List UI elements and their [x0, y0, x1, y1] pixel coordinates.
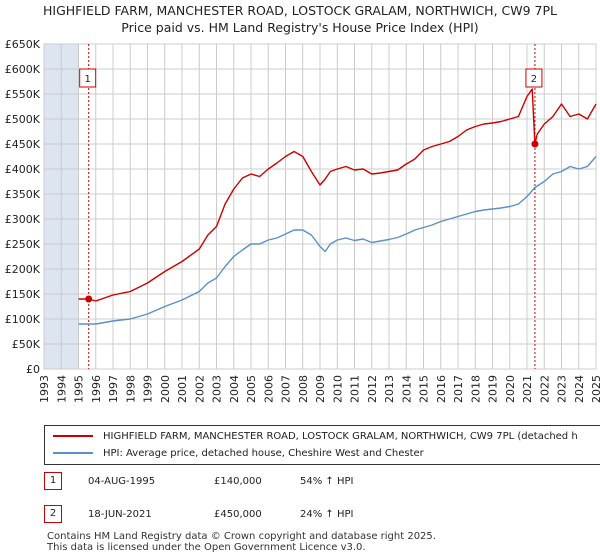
title-line-1: HIGHFIELD FARM, MANCHESTER ROAD, LOSTOCK… — [43, 3, 557, 18]
x-tick-label: 1994 — [55, 375, 68, 403]
y-tick-label: £50K — [12, 338, 41, 351]
legend-swatch-hpi — [53, 452, 93, 454]
chart-title: HIGHFIELD FARM, MANCHESTER ROAD, LOSTOCK… — [0, 2, 600, 36]
transaction-price: £140,000 — [214, 476, 262, 487]
y-tick-label: £100K — [5, 313, 41, 326]
transaction-hpi-diff: 54% ↑ HPI — [300, 476, 354, 487]
legend: HIGHFIELD FARM, MANCHESTER ROAD, LOSTOCK… — [44, 425, 600, 465]
x-tick-label: 2022 — [538, 375, 551, 403]
x-tick-label: 2014 — [400, 375, 413, 403]
marker-label: 2 — [531, 74, 537, 85]
property-series-line — [78, 88, 597, 302]
x-tick-label: 2013 — [383, 375, 396, 403]
y-tick-label: £150K — [5, 288, 41, 301]
transaction-hpi-diff: 24% ↑ HPI — [300, 509, 354, 520]
x-tick-label: 2024 — [573, 375, 586, 403]
price-chart: £0 £50K £100K £150K £200K £250K £300K £350K £400… — [5, 38, 600, 403]
x-tick-label: 2004 — [228, 375, 241, 403]
x-tick-label: 2007 — [280, 375, 293, 403]
transaction-date: 18-JUN-2021 — [88, 509, 152, 520]
x-tick-label: 2002 — [193, 375, 206, 403]
y-tick-label: £600K — [5, 63, 41, 76]
x-tick-label: 2017 — [452, 375, 465, 403]
transaction-row: 2 18-JUN-2021 £450,000 24% ↑ HPI — [0, 505, 600, 525]
y-tick-label: £450K — [5, 138, 41, 151]
x-tick-label: 2023 — [556, 375, 569, 403]
legend-label-hpi: HPI: Average price, detached house, Ches… — [103, 448, 424, 459]
transaction-number: 2 — [44, 505, 62, 523]
y-tick-label: £200K — [5, 263, 41, 276]
legend-item-property: HIGHFIELD FARM, MANCHESTER ROAD, LOSTOCK… — [53, 429, 578, 445]
x-tick-label: 2009 — [314, 375, 327, 403]
transaction-date: 04-AUG-1995 — [88, 476, 156, 487]
x-tick-label: 1995 — [73, 375, 86, 403]
marker-label: 1 — [84, 74, 90, 85]
x-tick-label: 1993 — [38, 375, 51, 403]
transaction-price: £450,000 — [214, 509, 262, 520]
legend-swatch-property — [53, 435, 93, 437]
y-tick-label: £550K — [5, 88, 41, 101]
footer-line-1: Contains HM Land Registry data © Crown c… — [47, 531, 436, 542]
x-tick-label: 2019 — [487, 375, 500, 403]
x-tick-label: 2001 — [176, 375, 189, 403]
plot-frame — [43, 43, 597, 370]
x-tick-label: 2016 — [435, 375, 448, 403]
y-tick-label: £250K — [5, 238, 41, 251]
transaction-row: 1 04-AUG-1995 £140,000 54% ↑ HPI — [0, 472, 600, 492]
sale-point — [85, 295, 93, 303]
x-tick-label: 2011 — [349, 375, 362, 403]
legend-label-property: HIGHFIELD FARM, MANCHESTER ROAD, LOSTOCK… — [103, 431, 578, 442]
y-tick-label: £350K — [5, 188, 41, 201]
x-tick-label: 2025 — [590, 375, 600, 403]
footer: Contains HM Land Registry data © Crown c… — [47, 531, 436, 553]
marker-box — [79, 68, 97, 88]
x-tick-label: 1997 — [107, 375, 120, 403]
x-tick-label: 2000 — [159, 375, 172, 403]
y-tick-label: £300K — [5, 213, 41, 226]
y-tick-label: £0 — [26, 363, 40, 376]
y-tick-label: £500K — [5, 113, 41, 126]
x-tick-label: 1996 — [90, 375, 103, 403]
x-tick-label: 1998 — [124, 375, 137, 403]
x-tick-label: 2015 — [418, 375, 431, 403]
transaction-number: 1 — [44, 472, 62, 490]
footer-line-2: This data is licensed under the Open Gov… — [47, 542, 366, 553]
x-tick-label: 1999 — [142, 375, 155, 403]
x-tick-label: 2008 — [297, 375, 310, 403]
legend-item-hpi: HPI: Average price, detached house, Ches… — [53, 446, 424, 462]
x-tick-label: 2003 — [211, 375, 224, 403]
x-tick-label: 2020 — [504, 375, 517, 403]
hpi-series-line — [78, 156, 597, 325]
x-tick-label: 2006 — [262, 375, 275, 403]
x-tick-label: 2021 — [521, 375, 534, 403]
marker-box — [525, 68, 543, 88]
title-line-2: Price paid vs. HM Land Registry's House … — [121, 20, 479, 35]
x-tick-label: 2018 — [469, 375, 482, 403]
x-tick-label: 2010 — [331, 375, 344, 403]
sale-point — [531, 140, 539, 148]
y-tick-label: £650K — [5, 38, 41, 51]
y-tick-label: £400K — [5, 163, 41, 176]
x-tick-label: 2005 — [245, 375, 258, 403]
x-tick-label: 2012 — [366, 375, 379, 403]
